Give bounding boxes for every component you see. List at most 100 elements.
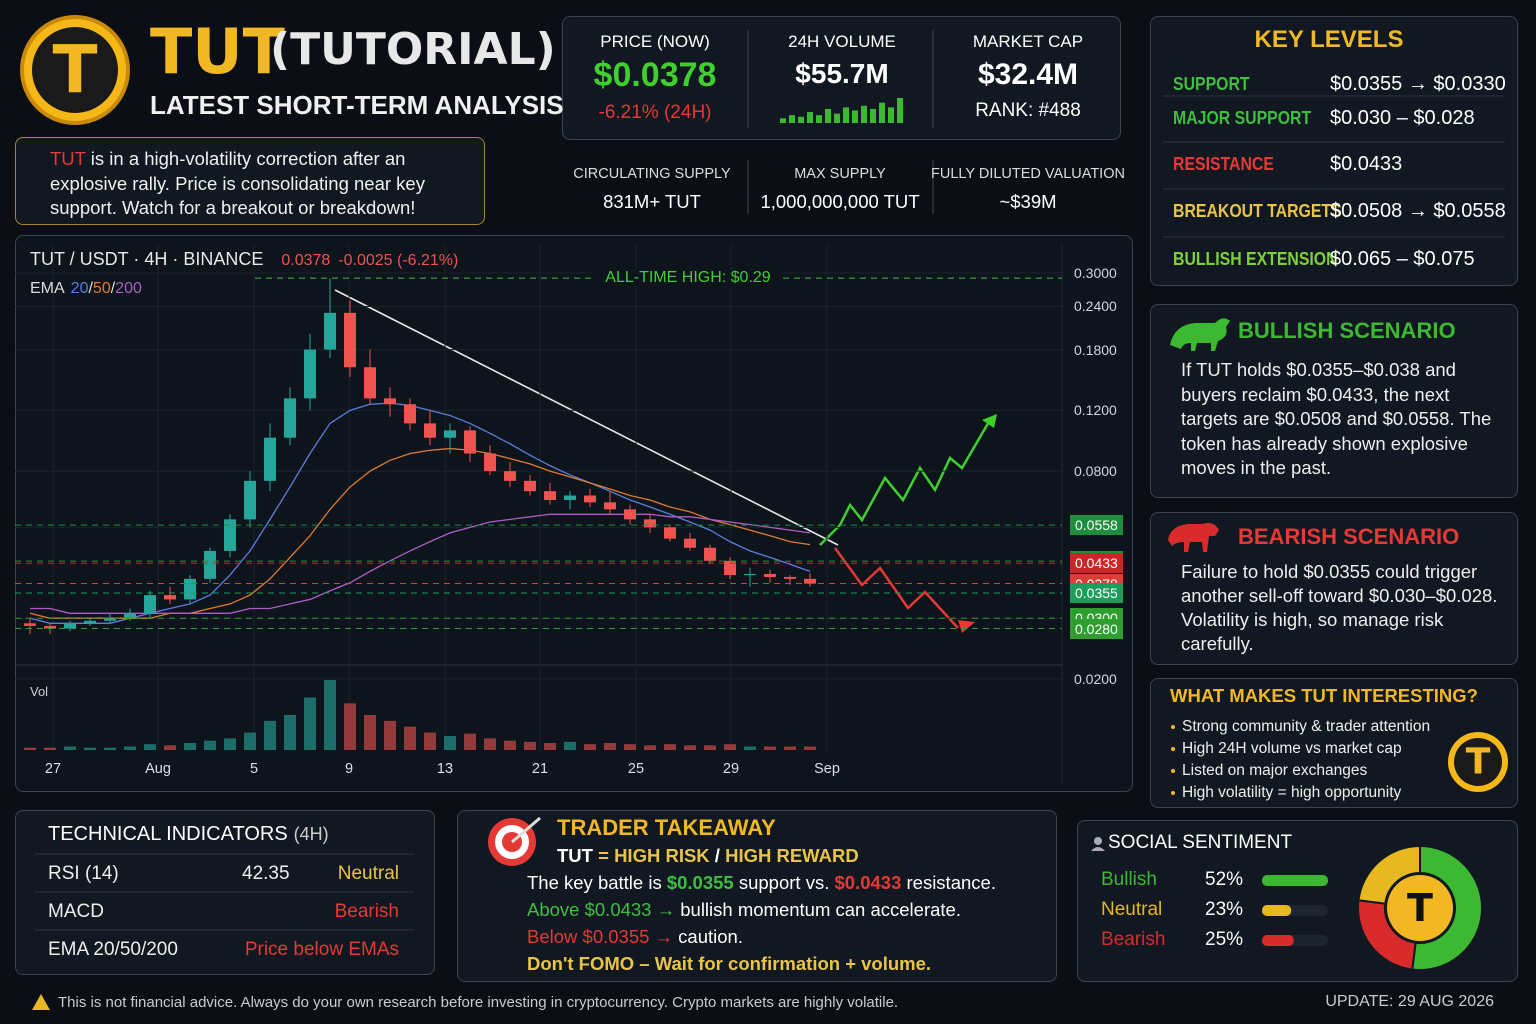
takeaway-segment: Above $0.0433 → (527, 899, 676, 920)
ema-separator: / (88, 280, 93, 297)
volume-bar (564, 741, 576, 750)
volume-bar (644, 745, 656, 750)
mini-volume-bar (780, 118, 786, 123)
trend-line (334, 289, 839, 546)
price: $0.0378 (593, 56, 717, 94)
volume-bar (204, 740, 216, 750)
takeaway-segment: / (709, 845, 726, 866)
volume-bar (684, 745, 696, 750)
indicators-period: (4H) (293, 824, 329, 844)
volume-bar (44, 747, 56, 750)
ema-separator: / (110, 280, 116, 297)
y-tick-label: 0.3000 (1074, 265, 1117, 281)
candle-body (624, 509, 636, 520)
indicator-name: EMA 20/50/200 (48, 939, 178, 960)
candle-body (784, 576, 796, 579)
candle-body (684, 538, 696, 548)
mini-volume-bar (825, 108, 831, 123)
supply-label: CIRCULATING SUPPLY (573, 166, 731, 182)
volume-bar (184, 743, 196, 750)
sentiment-name: Bearish (1101, 929, 1166, 950)
volume-bar (84, 747, 96, 750)
candle-body (524, 480, 536, 492)
bull-icon (1170, 318, 1230, 351)
candle-body (744, 573, 756, 576)
volume-bar (464, 733, 476, 750)
market-cap: $32.4M (977, 58, 1079, 91)
supply-value: 1,000,000,000 TUT (760, 191, 920, 212)
level-label: SUPPORT (1173, 74, 1250, 94)
bearish-projection (833, 547, 959, 629)
volume-bar (304, 697, 316, 750)
donut-slice (1357, 844, 1421, 905)
takeaway-panel (457, 810, 1057, 982)
mini-volume-bar (888, 107, 894, 123)
title: TUT (150, 15, 285, 88)
logo-letter: T (52, 31, 98, 109)
volume-bar (584, 744, 596, 750)
y-tick-label: 0.0200 (1074, 671, 1117, 687)
ema-name: 20 (70, 280, 89, 297)
takeaway-segment: caution. (673, 926, 743, 947)
update-date: UPDATE: 29 AUG 2026 (1325, 993, 1494, 1010)
takeaway-segment: support vs. (733, 872, 835, 893)
candle-body (604, 502, 616, 510)
sentiment-value: 23% (1205, 899, 1244, 920)
volume-bar (604, 743, 616, 750)
candle-body (44, 625, 56, 629)
takeaway-segment: HIGH REWARD (725, 845, 859, 866)
key-levels-title: KEY LEVELS (1254, 26, 1404, 53)
volume-bar (24, 747, 36, 750)
title-paren: (TUTORIAL) (270, 24, 556, 75)
level-label: 0.0355 (1070, 582, 1123, 603)
level-value: $0.065 – $0.075 (1330, 248, 1475, 270)
indicator-value: 42.35 (242, 863, 290, 884)
takeaway-segment: bullish momentum can accelerate. (675, 899, 961, 920)
volume-bar (324, 680, 336, 750)
stat-label: 24H VOLUME (788, 32, 896, 51)
candle-body (24, 623, 36, 626)
takeaway-segment: The key battle is (527, 872, 667, 893)
people-icon (1091, 847, 1105, 851)
volume-label: Vol (30, 684, 49, 699)
price-change: -6.21% (24H) (598, 102, 712, 123)
x-tick-label: 9 (344, 761, 354, 777)
donut-logo-letter: T (1407, 886, 1433, 930)
sentiment-name: Bullish (1101, 869, 1157, 890)
volume-bar (404, 726, 416, 750)
y-tick-label: 0.1200 (1074, 402, 1117, 419)
arrow-head (982, 414, 997, 428)
takeaway-segment: resistance. (901, 872, 996, 893)
indicator-signal: Neutral (337, 863, 399, 884)
level-label: RESISTANCE (1173, 154, 1274, 174)
candle-body (284, 398, 296, 438)
candle-body (344, 312, 356, 368)
volume-bar (424, 732, 436, 750)
volume-bar (664, 744, 676, 750)
candle-body (424, 423, 436, 438)
y-tick-label: 0.1800 (1074, 341, 1117, 358)
mini-volume-bar (807, 112, 813, 123)
candle-body (404, 404, 416, 424)
volume-bar (164, 745, 176, 750)
bearish-panel (1150, 512, 1518, 665)
mini-volume-bar (843, 107, 849, 123)
sentiment-bar (1262, 875, 1328, 886)
supply-value: ~$39M (999, 191, 1057, 212)
level-value: $0.030 – $0.028 (1330, 107, 1475, 129)
ath-label: ALL-TIME HIGH: $0.29 (593, 270, 783, 287)
intro-text: TUT is in a high-volatility correction a… (50, 147, 460, 221)
indicator-signal: Price below EMAs (244, 939, 399, 960)
candle-body (324, 312, 336, 350)
candle-body (164, 595, 176, 600)
x-tick-label: 27 (44, 761, 62, 777)
ticker: TUT (50, 148, 86, 169)
bullish-title: BULLISH SCENARIO (1238, 318, 1456, 343)
chart-panel (15, 235, 1133, 792)
candle-body (584, 495, 596, 503)
takeaway-segment: = (592, 845, 615, 866)
x-tick-label: 13 (436, 761, 454, 777)
bullet (1171, 747, 1175, 751)
mini-volume-bar (789, 115, 795, 123)
